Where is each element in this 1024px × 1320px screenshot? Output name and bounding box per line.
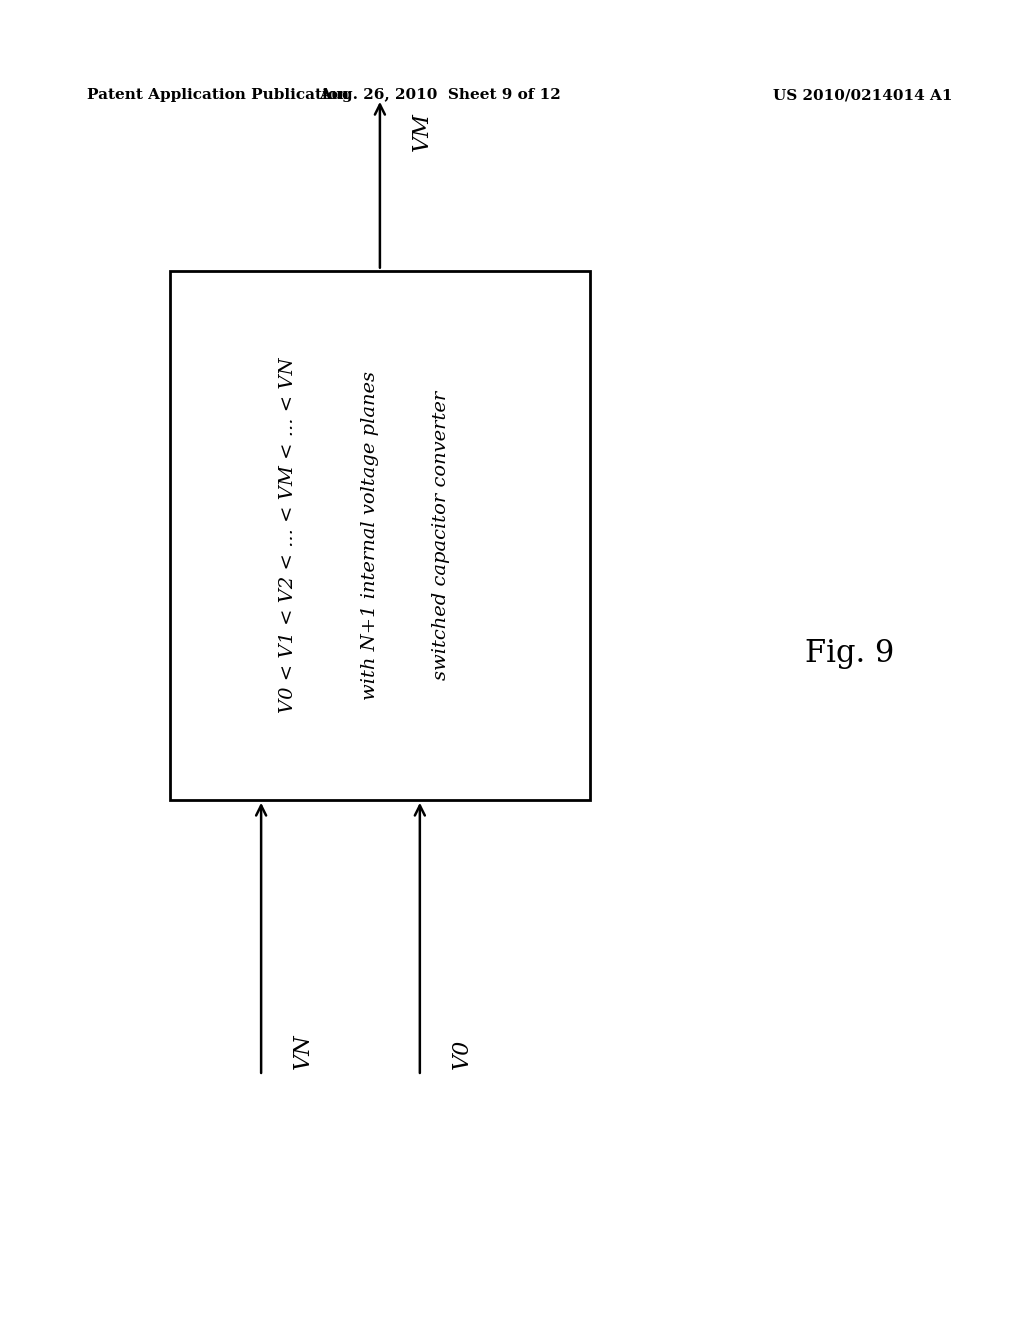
Text: switched capacitor converter: switched capacitor converter	[432, 391, 451, 680]
Text: Fig. 9: Fig. 9	[805, 638, 895, 669]
Text: V0 < V1 < V2 < ... < VM < ... < VN: V0 < V1 < V2 < ... < VM < ... < VN	[279, 358, 297, 713]
Text: Patent Application Publication: Patent Application Publication	[87, 88, 349, 102]
Text: Aug. 26, 2010  Sheet 9 of 12: Aug. 26, 2010 Sheet 9 of 12	[319, 88, 561, 102]
Text: US 2010/0214014 A1: US 2010/0214014 A1	[773, 88, 952, 102]
Text: V0: V0	[451, 1039, 472, 1069]
Text: VN: VN	[292, 1034, 313, 1069]
Text: VM: VM	[411, 112, 432, 150]
Text: with N+1 internal voltage planes: with N+1 internal voltage planes	[360, 371, 379, 700]
Bar	[170, 271, 590, 800]
